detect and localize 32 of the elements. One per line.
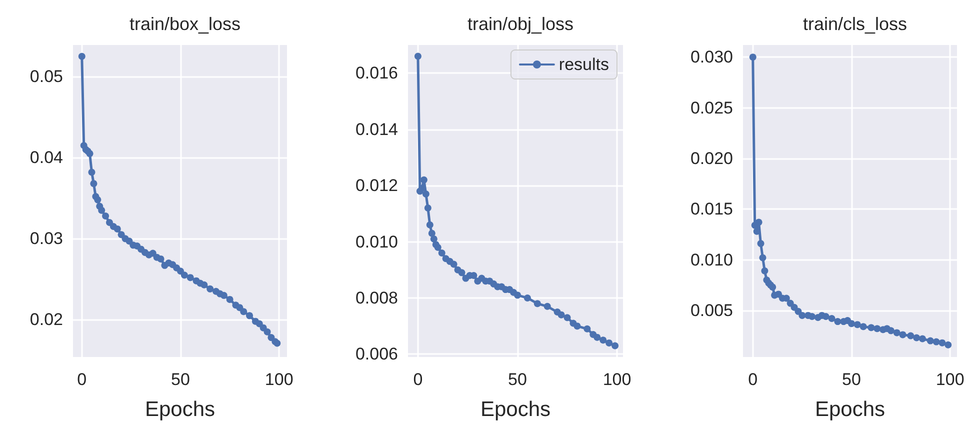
x-axis-title: Epochs <box>480 398 551 421</box>
y-tick-label: 0.020 <box>690 148 733 168</box>
x-tick-label: 100 <box>936 370 964 389</box>
x-tick-label: 0 <box>413 370 423 389</box>
y-tick-label: 0.006 <box>355 344 398 364</box>
y-tick-label: 0.05 <box>30 67 63 86</box>
x-tick-label: 0 <box>77 370 87 389</box>
y-tick-label: 0.025 <box>690 98 733 118</box>
y-tick-label: 0.005 <box>690 300 733 320</box>
x-axis-title: Epochs <box>144 398 216 421</box>
x-tick-label: 0 <box>748 370 758 389</box>
chart-title: train/obj_loss <box>467 14 574 34</box>
y-tick-label: 0.014 <box>355 120 398 139</box>
y-tick-label: 0.010 <box>355 232 398 252</box>
x-axis-title: Epochs <box>814 398 886 421</box>
y-tick-label: 0.016 <box>355 64 398 83</box>
y-tick-label: 0.030 <box>690 48 733 67</box>
y-tick-label: 0.015 <box>690 200 733 219</box>
chart-title: train/box_loss <box>129 14 241 34</box>
y-tick-label: 0.03 <box>30 229 63 248</box>
chart-title: train/cls_loss <box>802 14 908 34</box>
legend-label: results <box>558 55 610 74</box>
y-tick-label: 0.008 <box>355 288 398 308</box>
y-tick-label: 0.02 <box>30 310 63 330</box>
x-tick-label: 50 <box>508 370 527 389</box>
x-tick-label: 50 <box>171 370 190 389</box>
y-tick-label: 0.012 <box>355 176 398 196</box>
x-tick-label: 100 <box>264 370 294 389</box>
x-tick-label: 50 <box>842 370 861 389</box>
y-tick-label: 0.010 <box>690 250 733 270</box>
y-tick-label: 0.04 <box>30 148 63 168</box>
x-tick-label: 100 <box>602 370 632 389</box>
